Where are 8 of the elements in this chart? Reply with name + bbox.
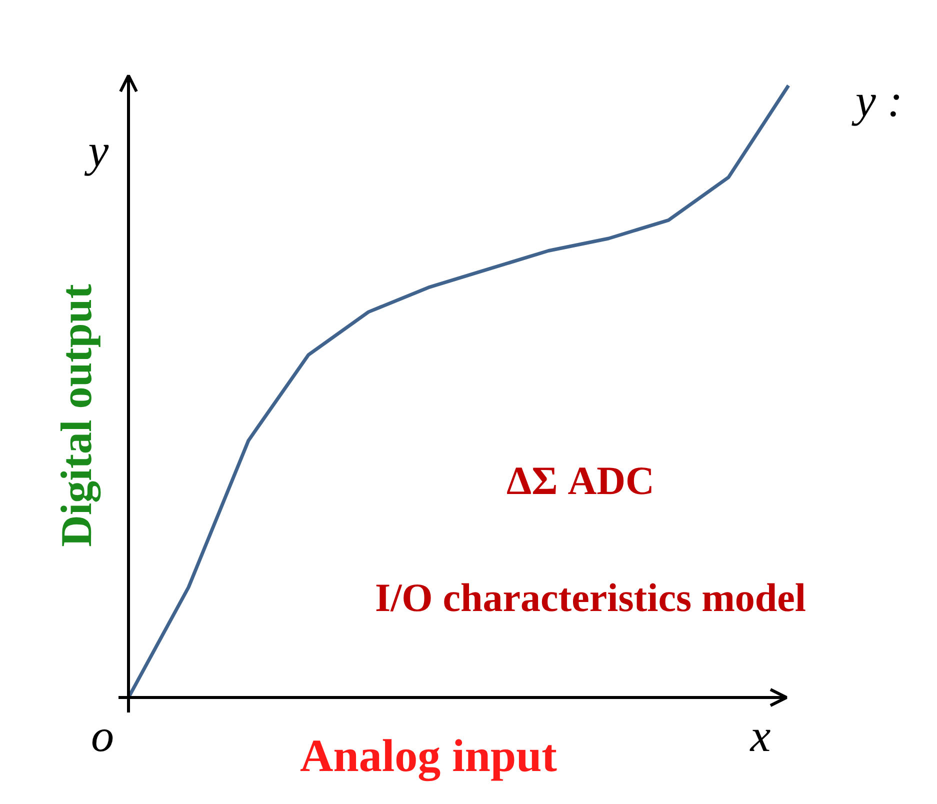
text: y : [852, 75, 903, 126]
text: o [91, 710, 114, 761]
text: y [84, 125, 110, 176]
text: x [749, 710, 772, 761]
annotation: I/O characteristics model [375, 575, 806, 620]
annotation: ΔΣ ADC [506, 458, 654, 503]
y-axis-title: Digital output [52, 284, 101, 547]
x-axis-title: Analog input [300, 730, 558, 782]
